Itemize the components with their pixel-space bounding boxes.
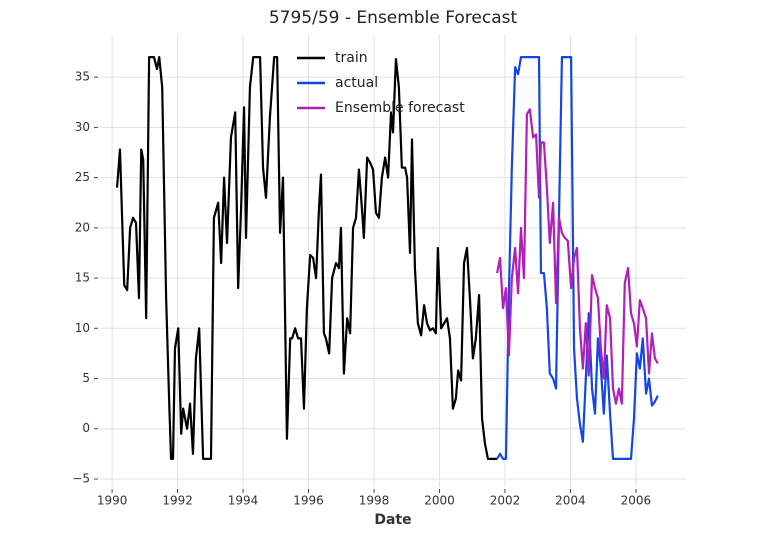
y-tick-label: 15 [75,271,90,285]
chart-title: 5795/59 - Ensemble Forecast [269,8,518,28]
x-tick-label: 1994 [228,494,259,508]
series-line [115,56,498,460]
y-tick-label: 5 [82,371,90,385]
x-tick-label: 1992 [162,494,193,508]
y-tick-label: 0 [82,421,90,435]
series-line [496,108,659,405]
series-line [496,56,659,460]
x-tick-label: 1998 [359,494,390,508]
y-tick-label: 10 [75,321,90,335]
x-tick-label: 2000 [424,494,455,508]
legend-label: train [335,50,368,66]
y-tick-label: 30 [75,120,90,134]
y-tick-label: 25 [75,170,90,184]
x-axis-label: Date [374,512,411,528]
x-tick-label: 1990 [97,494,128,508]
x-tick-label: 2004 [555,494,586,508]
legend-label: Ensemble forecast [335,100,465,116]
y-tick-label: 35 [75,70,90,84]
legend-label: actual [335,75,378,91]
y-tick-label: −5 [72,471,90,485]
y-tick-label: 20 [75,220,90,234]
x-tick-label: 2002 [490,494,521,508]
x-tick-label: 1996 [293,494,324,508]
x-tick-label: 2006 [621,494,652,508]
